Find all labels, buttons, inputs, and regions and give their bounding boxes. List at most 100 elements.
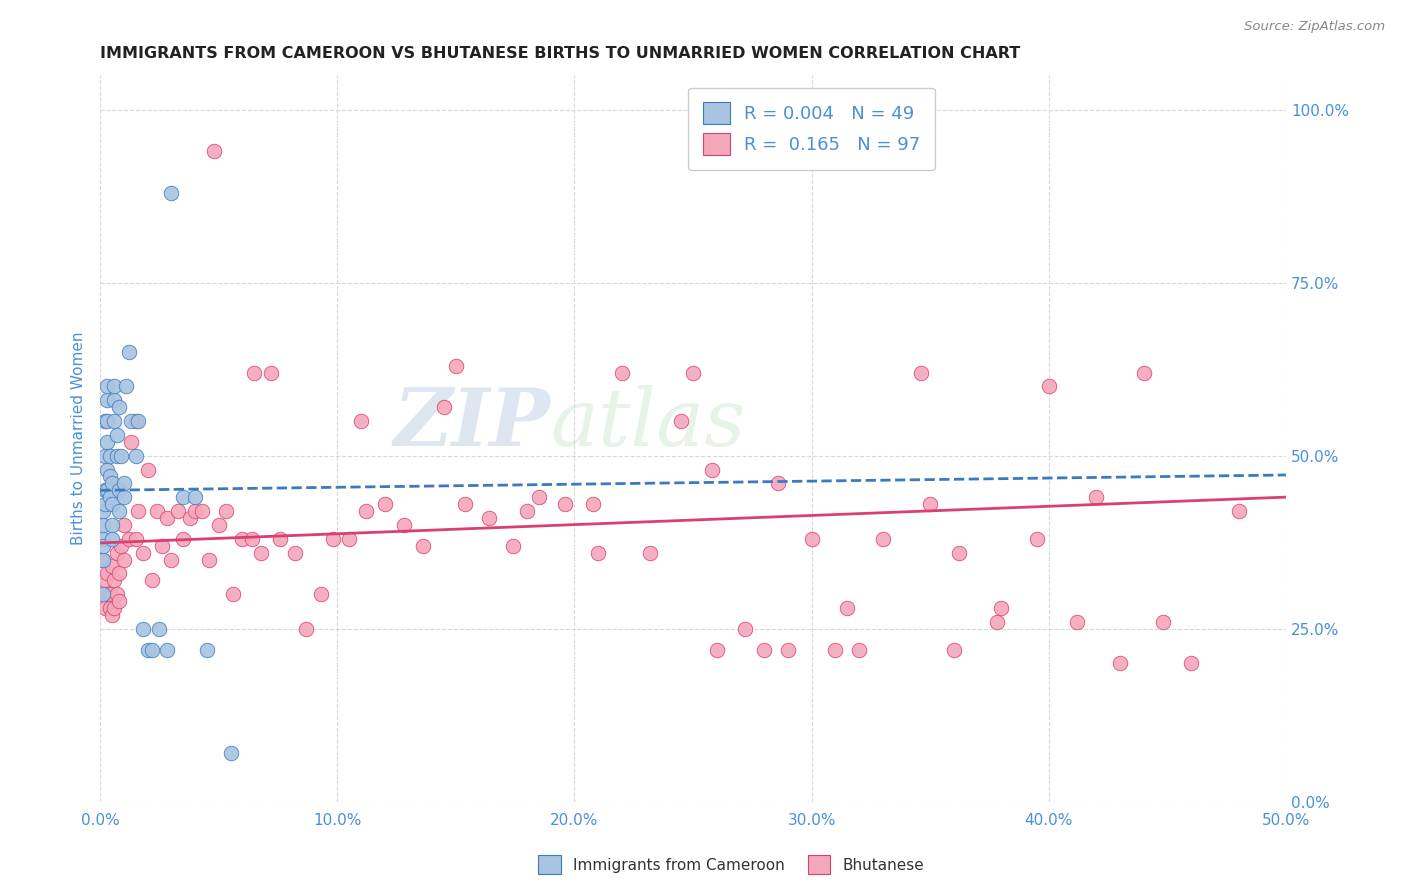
Point bbox=[117, 344, 139, 359]
Point bbox=[412, 539, 434, 553]
Point bbox=[101, 517, 124, 532]
Point bbox=[444, 359, 467, 373]
Point bbox=[184, 504, 207, 518]
Point bbox=[132, 622, 155, 636]
Point bbox=[160, 552, 183, 566]
Point bbox=[108, 401, 131, 415]
Point bbox=[91, 517, 114, 532]
Point bbox=[96, 566, 118, 581]
Point bbox=[108, 504, 131, 518]
Point bbox=[96, 483, 118, 498]
Legend: R = 0.004   N = 49, R =  0.165   N = 97: R = 0.004 N = 49, R = 0.165 N = 97 bbox=[689, 87, 935, 169]
Point bbox=[392, 517, 415, 532]
Point bbox=[94, 574, 117, 588]
Point bbox=[110, 539, 132, 553]
Point bbox=[640, 545, 662, 559]
Point bbox=[103, 379, 125, 393]
Point bbox=[103, 414, 125, 428]
Legend: Immigrants from Cameroon, Bhutanese: Immigrants from Cameroon, Bhutanese bbox=[531, 849, 931, 880]
Point bbox=[516, 504, 538, 518]
Point bbox=[96, 462, 118, 476]
Point bbox=[91, 532, 114, 546]
Point bbox=[776, 642, 799, 657]
Point bbox=[240, 532, 263, 546]
Point bbox=[91, 539, 114, 553]
Point bbox=[103, 574, 125, 588]
Point bbox=[141, 574, 163, 588]
Point bbox=[101, 476, 124, 491]
Point bbox=[754, 642, 776, 657]
Point bbox=[582, 497, 605, 511]
Point bbox=[706, 642, 728, 657]
Point bbox=[148, 622, 170, 636]
Point bbox=[91, 504, 114, 518]
Point bbox=[115, 379, 138, 393]
Point bbox=[1132, 366, 1154, 380]
Point bbox=[105, 587, 128, 601]
Point bbox=[98, 490, 121, 504]
Point bbox=[669, 414, 692, 428]
Point bbox=[94, 483, 117, 498]
Point bbox=[942, 642, 965, 657]
Point bbox=[136, 642, 159, 657]
Point bbox=[112, 476, 135, 491]
Point bbox=[337, 532, 360, 546]
Point bbox=[146, 504, 169, 518]
Point bbox=[112, 490, 135, 504]
Point bbox=[478, 511, 501, 525]
Point bbox=[502, 539, 524, 553]
Y-axis label: Births to Unmarried Women: Births to Unmarried Women bbox=[72, 332, 86, 545]
Point bbox=[108, 566, 131, 581]
Point bbox=[125, 532, 148, 546]
Point bbox=[986, 615, 1008, 629]
Point bbox=[215, 504, 238, 518]
Point bbox=[554, 497, 576, 511]
Point bbox=[120, 414, 142, 428]
Point bbox=[98, 601, 121, 615]
Point bbox=[610, 366, 633, 380]
Point bbox=[91, 587, 114, 601]
Point bbox=[105, 428, 128, 442]
Point bbox=[374, 497, 396, 511]
Point bbox=[734, 622, 756, 636]
Point bbox=[198, 552, 221, 566]
Point bbox=[920, 497, 942, 511]
Point bbox=[96, 434, 118, 449]
Point bbox=[105, 449, 128, 463]
Point bbox=[127, 504, 149, 518]
Point bbox=[179, 511, 201, 525]
Point bbox=[309, 587, 332, 601]
Point bbox=[141, 642, 163, 657]
Point bbox=[222, 587, 245, 601]
Point bbox=[120, 434, 142, 449]
Point bbox=[91, 552, 114, 566]
Point bbox=[96, 379, 118, 393]
Point bbox=[824, 642, 846, 657]
Point bbox=[112, 552, 135, 566]
Point bbox=[101, 532, 124, 546]
Point bbox=[682, 366, 704, 380]
Point bbox=[1227, 504, 1250, 518]
Point bbox=[94, 414, 117, 428]
Point bbox=[454, 497, 477, 511]
Point bbox=[94, 601, 117, 615]
Point bbox=[172, 532, 194, 546]
Point bbox=[243, 366, 266, 380]
Point bbox=[127, 414, 149, 428]
Point bbox=[103, 601, 125, 615]
Point bbox=[160, 186, 183, 200]
Point bbox=[800, 532, 823, 546]
Point bbox=[125, 414, 148, 428]
Point bbox=[155, 642, 177, 657]
Point bbox=[98, 587, 121, 601]
Point bbox=[184, 490, 207, 504]
Point bbox=[1109, 657, 1132, 671]
Point bbox=[586, 545, 609, 559]
Point bbox=[96, 587, 118, 601]
Point bbox=[172, 490, 194, 504]
Point bbox=[208, 517, 231, 532]
Point bbox=[110, 449, 132, 463]
Point bbox=[94, 449, 117, 463]
Point bbox=[98, 449, 121, 463]
Point bbox=[94, 497, 117, 511]
